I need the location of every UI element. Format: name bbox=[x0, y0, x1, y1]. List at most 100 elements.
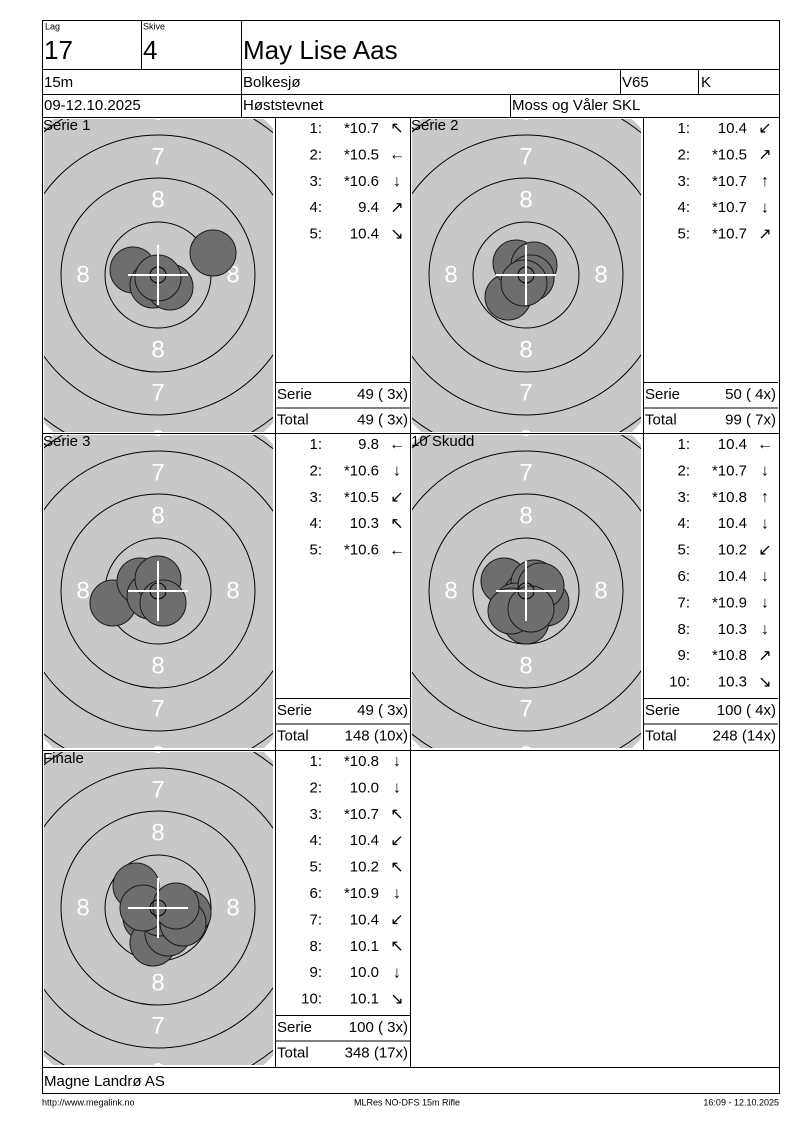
shot-number: 3: bbox=[677, 173, 690, 190]
shot-number: 1: bbox=[309, 753, 322, 770]
ring-label: 7 bbox=[151, 143, 164, 170]
shot-value: *10.8 bbox=[712, 647, 747, 664]
panel-title: Finale bbox=[43, 750, 84, 767]
target-no: 4 bbox=[143, 35, 157, 65]
timestamp: 16:09 - 12.10.2025 bbox=[703, 1097, 779, 1107]
ring-label: 8 bbox=[444, 261, 457, 288]
shot-value: *10.7 bbox=[712, 226, 747, 243]
shot-number: 5: bbox=[677, 226, 690, 243]
shot-value: 10.3 bbox=[718, 674, 747, 691]
shot-value: 10.4 bbox=[718, 568, 747, 585]
ring bbox=[44, 450, 273, 732]
summary-label: Serie bbox=[277, 702, 312, 719]
shot-number: 2: bbox=[677, 146, 690, 163]
ring-label: 8 bbox=[226, 577, 239, 604]
ring-label-partial bbox=[152, 1063, 164, 1065]
shot-direction: ↗ bbox=[758, 647, 771, 664]
shot-direction: ↓ bbox=[761, 463, 769, 480]
shot-direction: ↘ bbox=[390, 991, 403, 1008]
ring-label: 7 bbox=[519, 695, 532, 722]
ring-label-partial bbox=[152, 746, 164, 748]
ring-label: 8 bbox=[76, 577, 89, 604]
shot-number: 2: bbox=[309, 462, 322, 479]
label: Lag bbox=[45, 21, 60, 31]
shot-number: 5: bbox=[677, 542, 690, 559]
ring bbox=[412, 450, 641, 732]
shot-hole bbox=[139, 579, 187, 627]
software: MLRes NO-DFS 15m Rifle bbox=[354, 1097, 460, 1107]
shot-number: 8: bbox=[677, 621, 690, 638]
shot-value: 10.1 bbox=[350, 938, 379, 955]
shot-hole bbox=[507, 585, 555, 633]
ring bbox=[428, 493, 624, 689]
distance: 15m bbox=[44, 74, 73, 91]
summary-value: 49 ( 3x) bbox=[357, 386, 408, 403]
shot-value: 10.2 bbox=[350, 859, 379, 876]
shot-direction: ← bbox=[389, 542, 405, 559]
shot-number: 2: bbox=[309, 146, 322, 163]
summary-label: Total bbox=[277, 727, 309, 744]
summary-label: Serie bbox=[277, 386, 312, 403]
shot-value: 10.4 bbox=[350, 832, 379, 849]
shot-number: 4: bbox=[309, 515, 322, 532]
shot-value: *10.7 bbox=[344, 120, 379, 137]
header: Lag 17 Skive 4 May Lise Aas 15m Bolkesjø… bbox=[44, 21, 711, 114]
shot-direction: ↓ bbox=[761, 621, 769, 638]
shot-number: 10: bbox=[301, 991, 322, 1008]
summary-value: 248 (14x) bbox=[713, 727, 776, 744]
footer: Magne Landrø AS http://www.megalink.no M… bbox=[42, 1073, 779, 1107]
shot-value: 10.0 bbox=[350, 964, 379, 981]
shot-value: *10.5 bbox=[344, 489, 379, 506]
shot-direction: ↖ bbox=[390, 120, 403, 137]
shot-value: 10.4 bbox=[718, 120, 747, 137]
shot-direction: ↗ bbox=[390, 199, 403, 216]
shot-direction: ↓ bbox=[761, 199, 769, 216]
ring-label: 8 bbox=[151, 969, 164, 996]
shot-value: *10.9 bbox=[344, 885, 379, 902]
summary-label: Total bbox=[277, 411, 309, 428]
shot-number: 4: bbox=[309, 199, 322, 216]
team: 17 bbox=[44, 35, 73, 65]
shot-value: *10.9 bbox=[712, 594, 747, 611]
shot-value: 10.4 bbox=[718, 436, 747, 453]
panels: Serie 1 1: *10.7 ↖ 2: *10.5 ← 3: *10.6 ↓ 4: 9.4 ↗ 5: 1… bbox=[43, 117, 778, 1061]
shot-number: 4: bbox=[309, 832, 322, 849]
shot-number: 6: bbox=[677, 568, 690, 585]
summary-label: Total bbox=[645, 411, 677, 428]
ring bbox=[472, 221, 580, 329]
shot-value: 9.4 bbox=[358, 199, 379, 216]
shot-number: 1: bbox=[309, 120, 322, 137]
summary-label: Serie bbox=[645, 386, 680, 403]
ring-label: 8 bbox=[151, 502, 164, 529]
ring-label: 8 bbox=[76, 261, 89, 288]
shot-value: 10.2 bbox=[718, 542, 747, 559]
company: Magne Landrø AS bbox=[44, 1073, 165, 1090]
shot-number: 4: bbox=[677, 199, 690, 216]
shot-number: 2: bbox=[677, 462, 690, 479]
ring-label: 7 bbox=[519, 459, 532, 486]
shot-direction: ↖ bbox=[390, 938, 403, 955]
ring-label: 7 bbox=[151, 459, 164, 486]
ring-label: 8 bbox=[76, 894, 89, 921]
shot-value: *10.8 bbox=[344, 753, 379, 770]
shot-value: *10.7 bbox=[712, 199, 747, 216]
ring-label-partial bbox=[520, 430, 532, 432]
outer-border bbox=[42, 20, 780, 1094]
shot-value: 10.3 bbox=[718, 621, 747, 638]
summary-value: 148 (10x) bbox=[345, 727, 408, 744]
ring bbox=[428, 177, 624, 373]
ring-label: 8 bbox=[519, 336, 532, 363]
summary-value: 49 ( 3x) bbox=[357, 702, 408, 719]
shot-hole bbox=[189, 229, 237, 277]
ring-label: 7 bbox=[519, 379, 532, 406]
panel-title: Serie 2 bbox=[411, 117, 459, 134]
shot-value: *10.6 bbox=[344, 542, 379, 559]
ring-label: 8 bbox=[594, 577, 607, 604]
